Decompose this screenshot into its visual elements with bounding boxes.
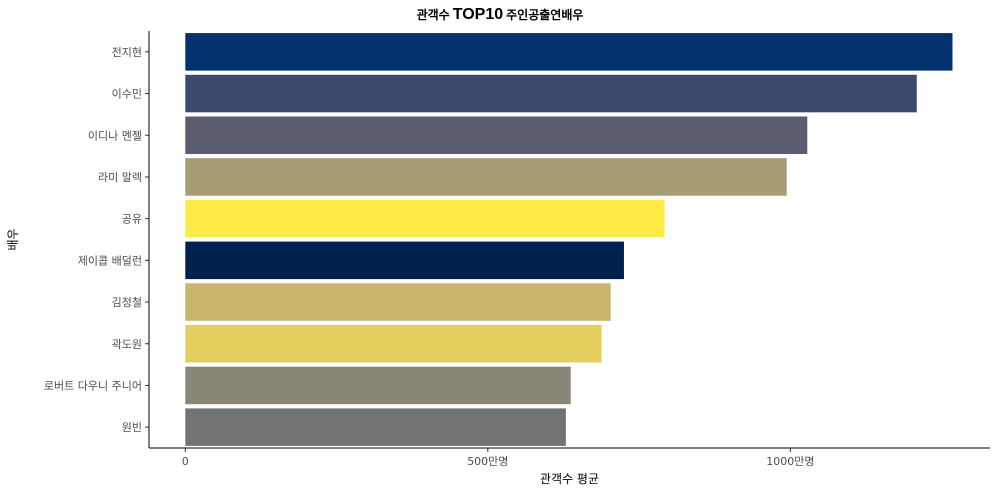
y-tick-label: 제이콥 배덜런 xyxy=(78,254,142,267)
bar-2 xyxy=(185,74,917,113)
y-tick-label: 공유 xyxy=(122,213,142,226)
y-tick-label: 곽도원 xyxy=(112,338,142,351)
bar-8 xyxy=(185,324,602,363)
x-axis-ticks: 0 500만명 1000만명 xyxy=(182,448,814,468)
bar-9 xyxy=(185,366,571,405)
bar-10 xyxy=(185,408,566,446)
x-tick-label: 500만명 xyxy=(467,455,508,468)
title-emphasis: TOP10 xyxy=(452,6,504,23)
bar-5 xyxy=(185,199,665,238)
x-axis-label: 관객수 평균 xyxy=(540,472,599,486)
y-tick-label: 로버트 다우니 주니어 xyxy=(44,379,142,392)
y-tick-label: 이디나 멘젤 xyxy=(88,129,142,142)
bars-group xyxy=(185,33,953,446)
y-tick-label: 원빈 xyxy=(122,421,142,434)
title-prefix: 관객수 xyxy=(416,8,450,22)
y-tick-label: 전지현 xyxy=(112,46,142,59)
y-tick-label: 라미 말렉 xyxy=(98,171,142,184)
bar-1 xyxy=(185,33,953,71)
bar-7 xyxy=(185,283,611,321)
x-tick-label: 0 xyxy=(182,455,189,468)
bar-6 xyxy=(185,241,624,280)
chart-title: 관객수 TOP10 주인공출연배우 xyxy=(0,6,1000,24)
x-tick-label: 1000만명 xyxy=(766,455,814,468)
y-tick-label: 김정철 xyxy=(112,296,142,309)
bar-4 xyxy=(185,158,787,196)
y-axis-label: 배우 xyxy=(6,228,20,250)
bar-3 xyxy=(185,116,808,155)
title-suffix: 주인공출연배우 xyxy=(506,8,584,22)
y-tick-label: 이수민 xyxy=(112,88,142,101)
